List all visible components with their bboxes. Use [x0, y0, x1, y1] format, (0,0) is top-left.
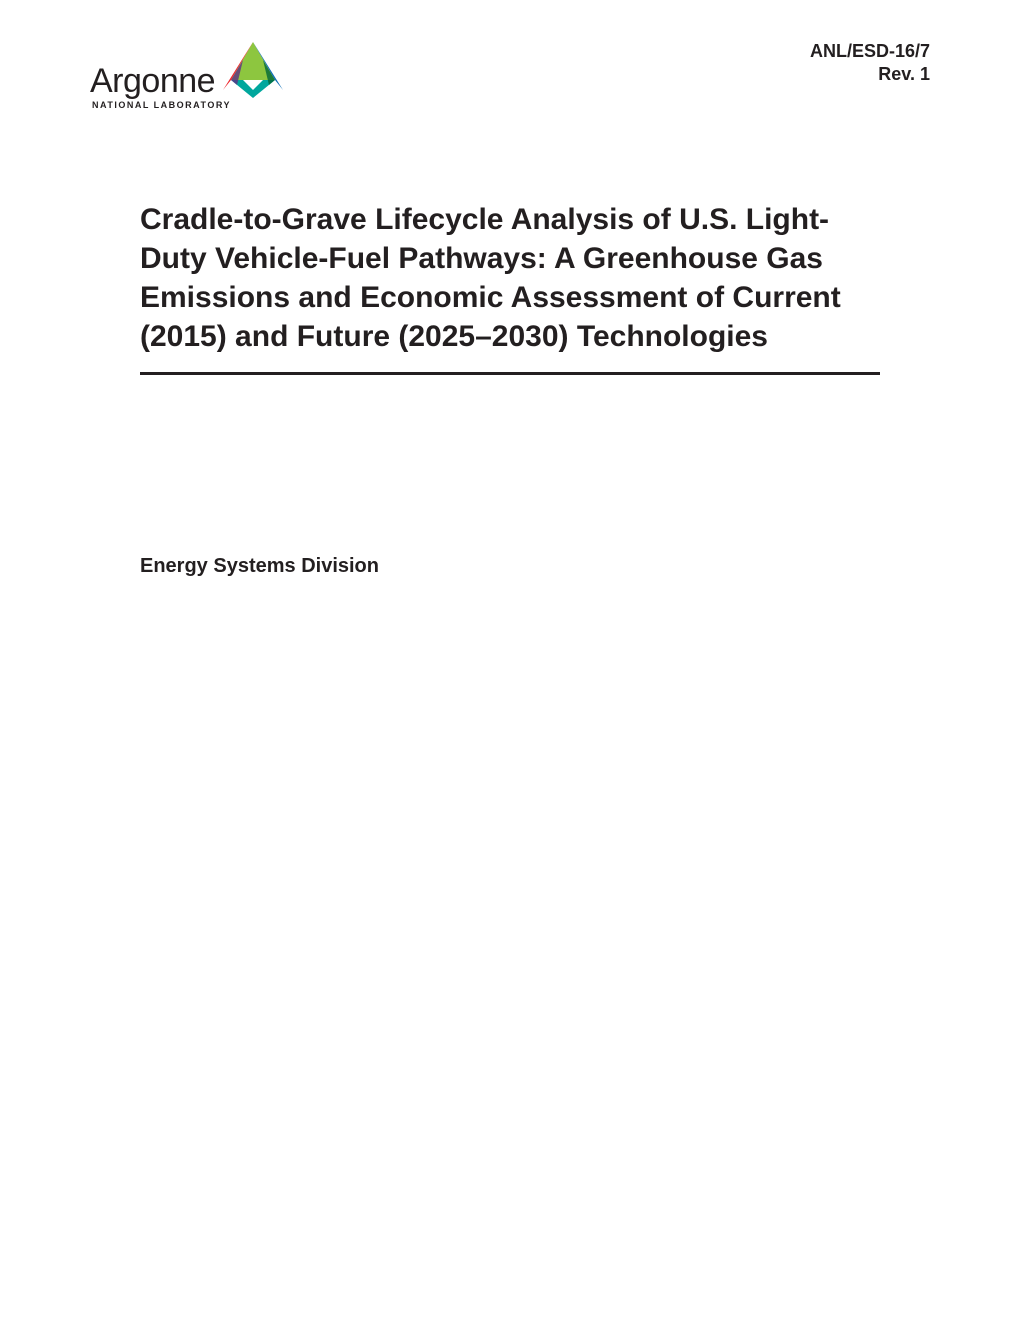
logo-row: Argonne — [90, 40, 287, 98]
logo-text: Argonne — [90, 64, 215, 98]
title-block: Cradle-to-Grave Lifecycle Analysis of U.… — [140, 200, 880, 375]
main-title: Cradle-to-Grave Lifecycle Analysis of U.… — [140, 200, 880, 375]
logo-tagline: NATIONAL LABORATORY — [92, 100, 231, 110]
document-id: ANL/ESD-16/7 Rev. 1 — [810, 40, 930, 87]
logo-container: Argonne NATIONAL LABORATORY — [90, 40, 287, 110]
page-header: Argonne NATIONAL LABORATORY ANL/ESD-16/7… — [0, 0, 1020, 110]
division-name: Energy Systems Division — [140, 555, 880, 578]
doc-id-line1: ANL/ESD-16/7 — [810, 40, 930, 63]
doc-id-line2: Rev. 1 — [810, 63, 930, 86]
argonne-triangle-icon — [219, 40, 287, 100]
